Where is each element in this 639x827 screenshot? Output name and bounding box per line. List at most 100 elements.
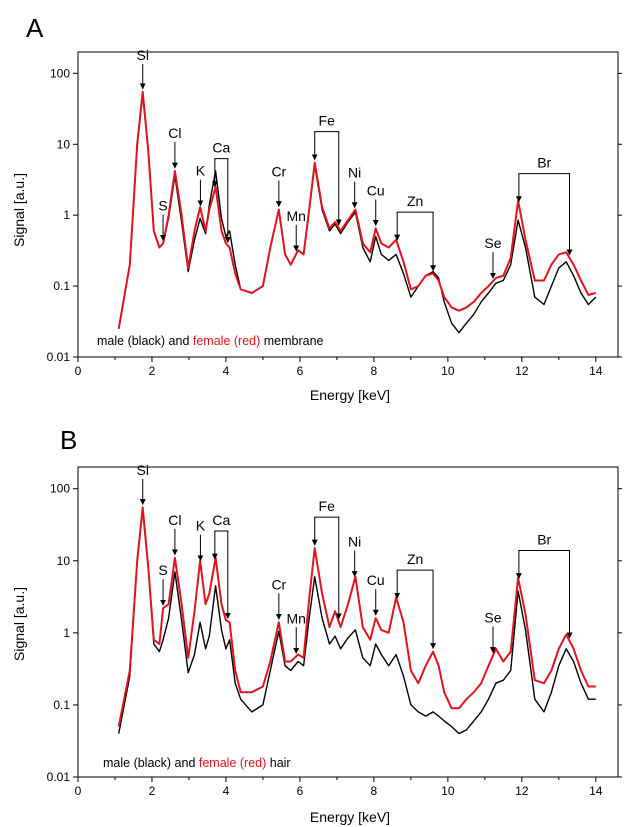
- element-label: Mn: [286, 208, 305, 224]
- annotation-cr: Cr: [271, 576, 287, 620]
- panel-a: A Signal [a.u.] Energy [keV] Si S Cl K Ca Cr M…: [11, 13, 622, 403]
- annotation-k: K: [196, 518, 206, 562]
- element-label: S: [158, 562, 167, 578]
- legend-caption-b: male (black) and female (red) hair: [103, 756, 291, 770]
- element-label: Br: [537, 155, 551, 171]
- bracket-zn: [396, 569, 434, 572]
- legend-caption-a: male (black) and female (red) membrane: [97, 334, 324, 348]
- annotation-mn: Mn: [286, 208, 306, 252]
- y-tick-label: 100: [50, 66, 70, 80]
- element-label: Cu: [367, 572, 385, 588]
- series-layer-b: [117, 506, 596, 735]
- y-tick-label: 100: [50, 482, 70, 496]
- bracket-br: [518, 173, 571, 175]
- annotation-fe: Fe: [311, 498, 342, 620]
- element-label: Fe: [319, 113, 336, 129]
- bracket-fe: [314, 516, 340, 519]
- axes-a: 0 2 4 6 8 10 12 14 0.01 0.1 1 10 100: [47, 51, 622, 378]
- annotation-cu: Cu: [367, 182, 385, 227]
- x-tick-label: 8: [371, 364, 378, 378]
- y-tick-label: 0.01: [47, 770, 71, 784]
- element-annotations-b: Si S Cl K Ca Cr Mn Fe Ni Cu Zn Se Br: [136, 462, 573, 654]
- element-label: Mn: [286, 610, 305, 626]
- element-label: K: [196, 518, 206, 534]
- element-label: Ni: [348, 165, 361, 181]
- annotation-cl: Cl: [168, 125, 182, 169]
- y-tick-label: 1: [63, 626, 70, 640]
- caption-sample-text: hair: [266, 756, 290, 770]
- bracket-ca: [214, 530, 229, 533]
- panel-b: B Signal [a.u.] Energy [keV] Si S Cl K Ca Cr M…: [11, 425, 622, 825]
- y-tick-label: 0.1: [53, 698, 70, 712]
- element-label: S: [158, 197, 167, 213]
- bracket-zn: [396, 211, 434, 214]
- x-tick-label: 10: [441, 784, 455, 798]
- element-label: Se: [484, 235, 501, 251]
- panel-label-a: A: [26, 13, 44, 43]
- bracket-fe: [314, 131, 340, 133]
- element-label: Br: [537, 531, 551, 547]
- annotation-se: Se: [484, 610, 502, 654]
- annotation-cu: Cu: [367, 572, 385, 616]
- element-label: Cl: [168, 512, 181, 528]
- element-label: Cu: [367, 182, 385, 198]
- element-label: Zn: [407, 193, 423, 209]
- y-tick-label: 0.1: [53, 279, 70, 293]
- x-tick-label: 2: [149, 364, 156, 378]
- x-tick-label: 0: [75, 364, 82, 378]
- annotation-fe: Fe: [311, 113, 342, 226]
- annotation-br: Br: [515, 531, 573, 639]
- annotation-si: Si: [136, 47, 149, 90]
- x-tick-label: 14: [589, 364, 603, 378]
- panel-label-b: B: [60, 425, 77, 455]
- x-axis-title-a: Energy [keV]: [310, 387, 390, 403]
- element-label: Zn: [407, 551, 423, 567]
- element-label: Se: [484, 610, 501, 626]
- element-label: Cl: [168, 125, 181, 141]
- plot-frame: [77, 51, 619, 358]
- annotation-k: K: [196, 163, 206, 207]
- annotation-mn: Mn: [286, 610, 306, 654]
- x-tick-label: 14: [589, 784, 603, 798]
- caption-male-text: male (black) and: [97, 334, 193, 348]
- annotation-br: Br: [515, 155, 573, 256]
- element-label: K: [196, 163, 206, 179]
- plot-frame: [77, 466, 619, 778]
- element-label: Cr: [271, 576, 286, 592]
- x-tick-label: 4: [223, 784, 230, 798]
- element-label: Si: [136, 47, 148, 63]
- annotation-s: S: [158, 197, 168, 241]
- annotation-ni: Ni: [348, 165, 361, 209]
- caption-sample-text: membrane: [260, 334, 323, 348]
- x-tick-label: 12: [515, 364, 529, 378]
- annotation-zn: Zn: [394, 551, 437, 650]
- series-line-female: [117, 506, 596, 727]
- annotation-ni: Ni: [348, 534, 361, 578]
- annotation-zn: Zn: [394, 193, 437, 272]
- x-tick-label: 10: [441, 364, 455, 378]
- x-tick-label: 8: [371, 784, 378, 798]
- x-tick-label: 12: [515, 784, 529, 798]
- series-line-female: [117, 90, 597, 329]
- x-axis-title-b: Energy [keV]: [310, 809, 390, 825]
- annotation-cr: Cr: [271, 164, 287, 208]
- bracket-br: [518, 549, 571, 552]
- x-tick-label: 2: [149, 784, 156, 798]
- element-label: Ca: [212, 140, 230, 156]
- series-layer-a: [117, 90, 597, 334]
- y-axis-title-b: Signal [a.u.]: [11, 587, 27, 661]
- annotation-s: S: [158, 562, 168, 606]
- element-label: Si: [136, 462, 148, 478]
- y-tick-label: 10: [57, 137, 71, 151]
- element-label: Cr: [271, 164, 286, 180]
- element-label: Fe: [319, 498, 336, 514]
- caption-male-text: male (black) and: [103, 756, 199, 770]
- annotation-ca: Ca: [211, 512, 231, 619]
- y-tick-label: 1: [63, 208, 70, 222]
- caption-female-text: female (red): [193, 334, 260, 348]
- y-axis-title-a: Signal [a.u.]: [11, 173, 27, 247]
- series-line-male: [118, 509, 596, 735]
- y-tick-label: 10: [57, 554, 71, 568]
- x-tick-label: 6: [297, 784, 304, 798]
